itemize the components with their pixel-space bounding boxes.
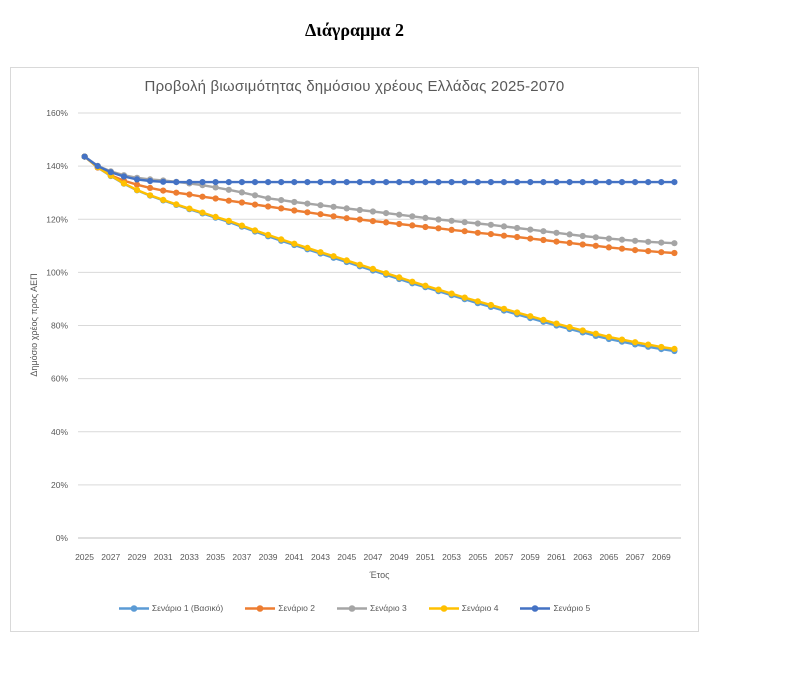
x-tick-label: 2037 bbox=[232, 552, 251, 562]
x-tick-label: 2035 bbox=[206, 552, 225, 562]
legend-item-3: Σενάριο 3 bbox=[336, 603, 407, 613]
x-tick-label: 2069 bbox=[652, 552, 671, 562]
y-axis-title: Δημόσιο χρέος προς ΑΕΠ bbox=[29, 273, 39, 377]
x-tick-label: 2045 bbox=[337, 552, 356, 562]
legend-item-1: Σενάριο 1 (Βασικό) bbox=[118, 603, 224, 613]
line-chart-plot: 0%20%40%60%80%100%120%140%160%2025 2027 20… bbox=[46, 108, 681, 562]
y-tick-label: 40% bbox=[51, 427, 68, 437]
y-tick-label: 100% bbox=[46, 267, 68, 277]
x-tick-label: 2047 bbox=[363, 552, 382, 562]
chart-legend: Σενάριο 1 (Βασικό) Σενάριο 2 Σενάριο 3 Σενά… bbox=[11, 603, 698, 613]
x-tick-label: 2027 bbox=[101, 552, 120, 562]
legend-marker-icon bbox=[245, 604, 276, 612]
x-tick-label: 2031 bbox=[154, 552, 173, 562]
x-tick-label: 2063 bbox=[573, 552, 592, 562]
x-tick-label: 2053 bbox=[442, 552, 461, 562]
x-tick-label: 2025 bbox=[75, 552, 94, 562]
series-3 bbox=[81, 153, 678, 247]
x-tick-label: 2059 bbox=[521, 552, 540, 562]
y-tick-label: 140% bbox=[46, 161, 68, 171]
y-axis-tick-labels: 0% 20% 40% 60% 80% 100% 120% 140% 160% bbox=[46, 108, 68, 543]
legend-item-5: Σενάριο 5 bbox=[520, 603, 590, 613]
legend-item-label: Σενάριο 1 (Βασικό) bbox=[151, 603, 224, 613]
legend-marker-icon bbox=[428, 604, 459, 612]
chart-container: Προβολή βιωσιμότητας δημόσιου χρέους Ελλ… bbox=[10, 67, 699, 632]
legend-item-label: Σενάριο 3 bbox=[369, 603, 407, 613]
x-tick-label: 2051 bbox=[416, 552, 435, 562]
x-tick-label: 2061 bbox=[547, 552, 566, 562]
chart-title: Προβολή βιωσιμότητας δημόσιου χρέους Ελλ… bbox=[144, 78, 565, 95]
legend-marker-icon bbox=[520, 604, 551, 612]
x-axis-tick-labels: 2025 2027 2029 2031 2033 2035 2037 2039 2041 2043… bbox=[75, 552, 671, 562]
series-2 bbox=[81, 153, 678, 257]
gridlines bbox=[78, 112, 681, 539]
x-tick-label: 2067 bbox=[626, 552, 645, 562]
y-tick-label: 0% bbox=[56, 533, 69, 543]
series-1 bbox=[81, 153, 678, 355]
x-tick-label: 2049 bbox=[390, 552, 409, 562]
x-tick-label: 2033 bbox=[180, 552, 199, 562]
x-axis-title: Έτος bbox=[369, 570, 390, 580]
legend-item-label: Σενάριο 4 bbox=[461, 603, 499, 613]
y-tick-label: 20% bbox=[51, 480, 68, 490]
legend-item-label: Σενάριο 2 bbox=[278, 603, 315, 613]
x-tick-label: 2065 bbox=[599, 552, 618, 562]
y-tick-label: 160% bbox=[46, 108, 68, 118]
y-tick-label: 60% bbox=[51, 374, 68, 384]
x-tick-label: 2039 bbox=[259, 552, 278, 562]
x-tick-label: 2057 bbox=[495, 552, 514, 562]
x-tick-label: 2055 bbox=[468, 552, 487, 562]
series-5 bbox=[81, 153, 678, 186]
legend-marker-icon bbox=[118, 604, 149, 612]
x-tick-label: 2041 bbox=[285, 552, 304, 562]
legend-item-4: Σενάριο 4 bbox=[428, 603, 499, 613]
y-tick-label: 120% bbox=[46, 214, 68, 224]
x-tick-label: 2043 bbox=[311, 552, 330, 562]
document-title: Διάγραμμα 2 bbox=[305, 20, 404, 40]
x-tick-label: 2029 bbox=[128, 552, 147, 562]
series-4 bbox=[81, 153, 678, 352]
legend-marker-icon bbox=[336, 604, 367, 612]
y-tick-label: 80% bbox=[51, 321, 68, 331]
legend-item-2: Σενάριο 2 bbox=[245, 603, 315, 613]
legend-item-label: Σενάριο 5 bbox=[553, 603, 591, 613]
